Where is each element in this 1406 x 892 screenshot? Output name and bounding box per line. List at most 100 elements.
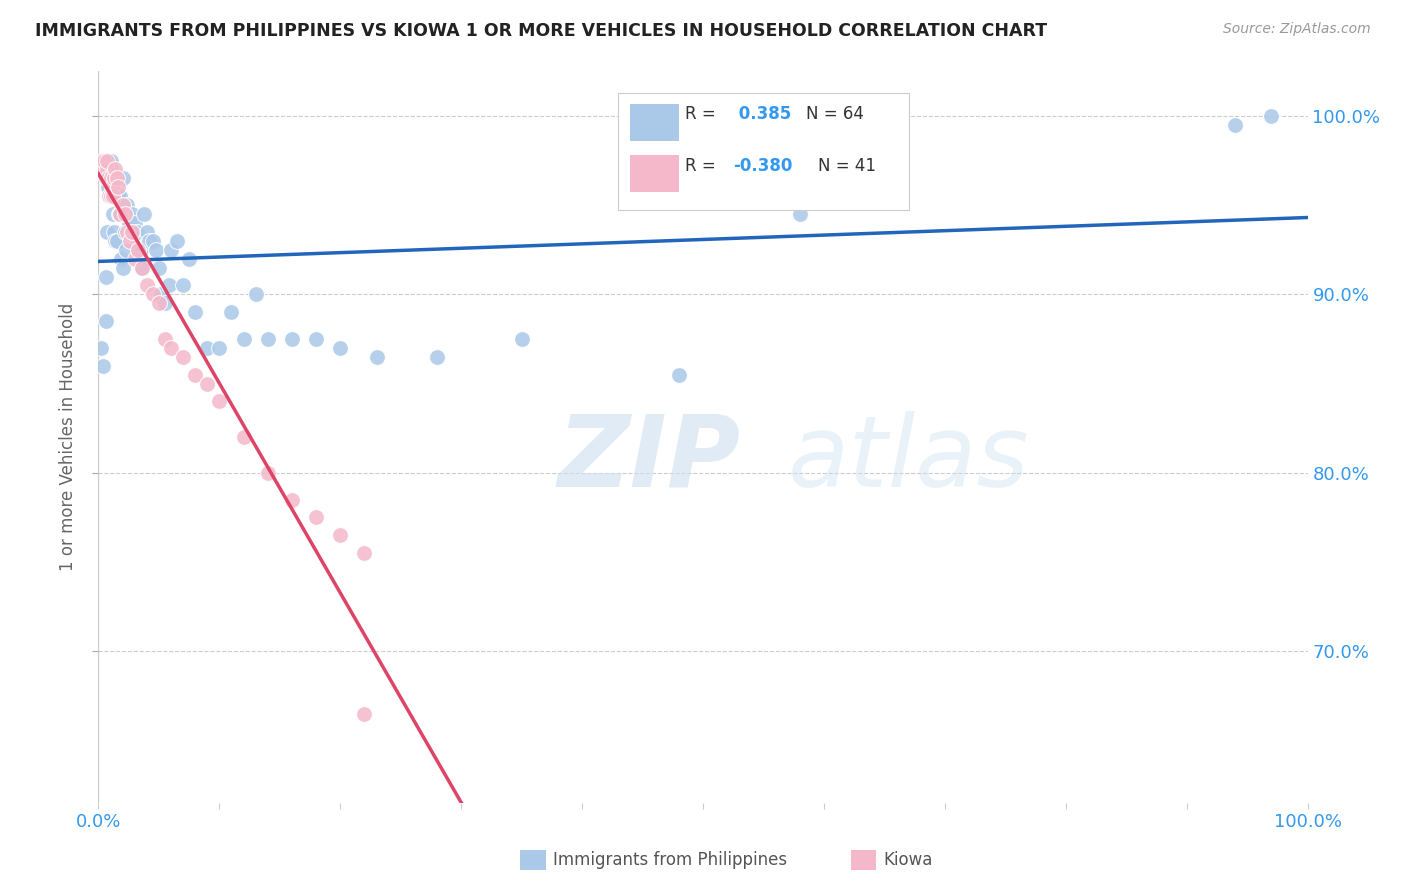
Point: [837, 171, 859, 186]
Point: [94, 171, 117, 186]
Point: [94, 314, 117, 328]
Point: [93, 153, 115, 168]
Point: [107, 180, 129, 194]
Point: [98, 153, 121, 168]
Point: [98, 189, 121, 203]
Point: [110, 252, 132, 266]
Point: [105, 171, 128, 186]
Point: [329, 341, 352, 355]
FancyBboxPatch shape: [619, 94, 908, 211]
Point: [124, 252, 146, 266]
Point: [105, 234, 128, 248]
Point: [172, 350, 194, 364]
Point: [135, 225, 157, 239]
Point: [160, 243, 183, 257]
Point: [104, 234, 127, 248]
Point: [256, 466, 278, 480]
Point: [245, 287, 267, 301]
Point: [115, 243, 138, 257]
Point: [184, 305, 207, 319]
Point: [157, 278, 180, 293]
Point: [127, 225, 149, 239]
Point: [114, 207, 136, 221]
Point: [145, 243, 167, 257]
Point: [108, 207, 131, 221]
Point: [101, 189, 124, 203]
Point: [195, 341, 218, 355]
Text: -0.380: -0.380: [734, 158, 793, 176]
Point: [150, 287, 173, 301]
Point: [96, 225, 118, 239]
Point: [100, 162, 122, 177]
Text: Immigrants from Philippines: Immigrants from Philippines: [553, 851, 787, 869]
Point: [100, 153, 122, 168]
Point: [107, 189, 129, 203]
Point: [179, 252, 201, 266]
Point: [91, 359, 114, 373]
Point: [100, 171, 122, 186]
Point: [101, 189, 124, 203]
Point: [117, 198, 139, 212]
FancyBboxPatch shape: [630, 104, 679, 141]
Point: [353, 546, 375, 560]
Point: [426, 350, 449, 364]
Text: IMMIGRANTS FROM PHILIPPINES VS KIOWA 1 OR MORE VEHICLES IN HOUSEHOLD CORRELATION: IMMIGRANTS FROM PHILIPPINES VS KIOWA 1 O…: [35, 22, 1047, 40]
Point: [208, 394, 231, 409]
Text: Source: ZipAtlas.com: Source: ZipAtlas.com: [1223, 22, 1371, 37]
Text: ZIP: ZIP: [558, 410, 741, 508]
Point: [281, 492, 304, 507]
Point: [305, 510, 328, 524]
Point: [256, 332, 278, 346]
Point: [172, 278, 194, 293]
Point: [121, 225, 143, 239]
Text: R =: R =: [685, 158, 721, 176]
Point: [118, 216, 141, 230]
Y-axis label: 1 or more Vehicles in Household: 1 or more Vehicles in Household: [59, 303, 77, 571]
Point: [138, 234, 160, 248]
Point: [127, 243, 149, 257]
Point: [91, 162, 114, 177]
Point: [789, 207, 811, 221]
Text: 0.385: 0.385: [734, 104, 792, 123]
Point: [160, 341, 183, 355]
Point: [232, 430, 254, 444]
Point: [97, 180, 120, 194]
FancyBboxPatch shape: [630, 155, 679, 192]
Point: [281, 332, 304, 346]
Point: [103, 225, 125, 239]
Point: [1223, 118, 1246, 132]
Point: [142, 234, 165, 248]
Point: [129, 243, 152, 257]
Point: [111, 171, 134, 186]
Point: [184, 368, 207, 382]
Point: [108, 207, 131, 221]
Point: [148, 260, 170, 275]
Point: [208, 341, 231, 355]
Point: [127, 243, 149, 257]
Point: [153, 296, 176, 310]
Point: [148, 296, 170, 310]
Text: N = 64: N = 64: [806, 104, 863, 123]
Point: [121, 207, 143, 221]
Point: [366, 350, 388, 364]
Point: [97, 171, 120, 186]
Point: [96, 162, 118, 177]
Point: [118, 225, 141, 239]
Point: [118, 234, 141, 248]
Point: [353, 706, 375, 721]
Point: [100, 180, 122, 194]
Text: N = 41: N = 41: [818, 158, 876, 176]
Point: [103, 171, 125, 186]
Point: [668, 368, 690, 382]
Point: [94, 269, 117, 284]
Point: [131, 260, 153, 275]
Point: [153, 332, 176, 346]
Text: Kiowa: Kiowa: [883, 851, 932, 869]
Point: [135, 278, 157, 293]
Point: [195, 376, 218, 391]
Point: [114, 225, 136, 239]
Point: [108, 189, 131, 203]
Point: [117, 225, 139, 239]
Point: [96, 153, 118, 168]
Point: [142, 287, 165, 301]
